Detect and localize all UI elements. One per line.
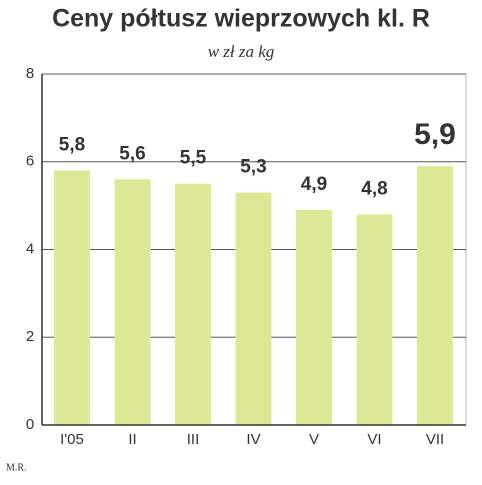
value-label: 4,9 [301,174,327,195]
y-tick-label: 8 [26,65,34,82]
x-tick-label: I'05 [60,431,84,448]
y-tick-label: 0 [26,416,34,433]
value-label: 5,6 [119,143,145,164]
value-label: 5,3 [240,156,266,177]
bar [296,210,332,425]
credit: M.R. [6,462,27,473]
x-tick-label: III [187,431,200,448]
y-tick-label: 4 [26,240,34,257]
value-label: 5,5 [180,148,207,169]
bar [54,170,90,425]
chart-title: Ceny półtusz wieprzowych kl. R [52,5,430,33]
x-tick-label: II [128,431,136,448]
bar [417,166,453,425]
x-tick-label: IV [246,431,260,448]
chart-subtitle: w zł za kg [208,42,275,61]
bar [235,192,272,425]
bar [356,214,393,425]
bar [175,183,211,425]
x-tick-label: VII [426,431,444,448]
bar [114,179,151,425]
y-tick-label: 6 [26,153,34,170]
y-tick-label: 2 [26,328,34,345]
value-label: 5,8 [59,135,85,156]
value-label: 4,8 [361,178,387,199]
x-tick-label: VI [367,431,381,448]
value-label: 5,9 [414,118,456,151]
x-tick-label: V [309,431,319,448]
